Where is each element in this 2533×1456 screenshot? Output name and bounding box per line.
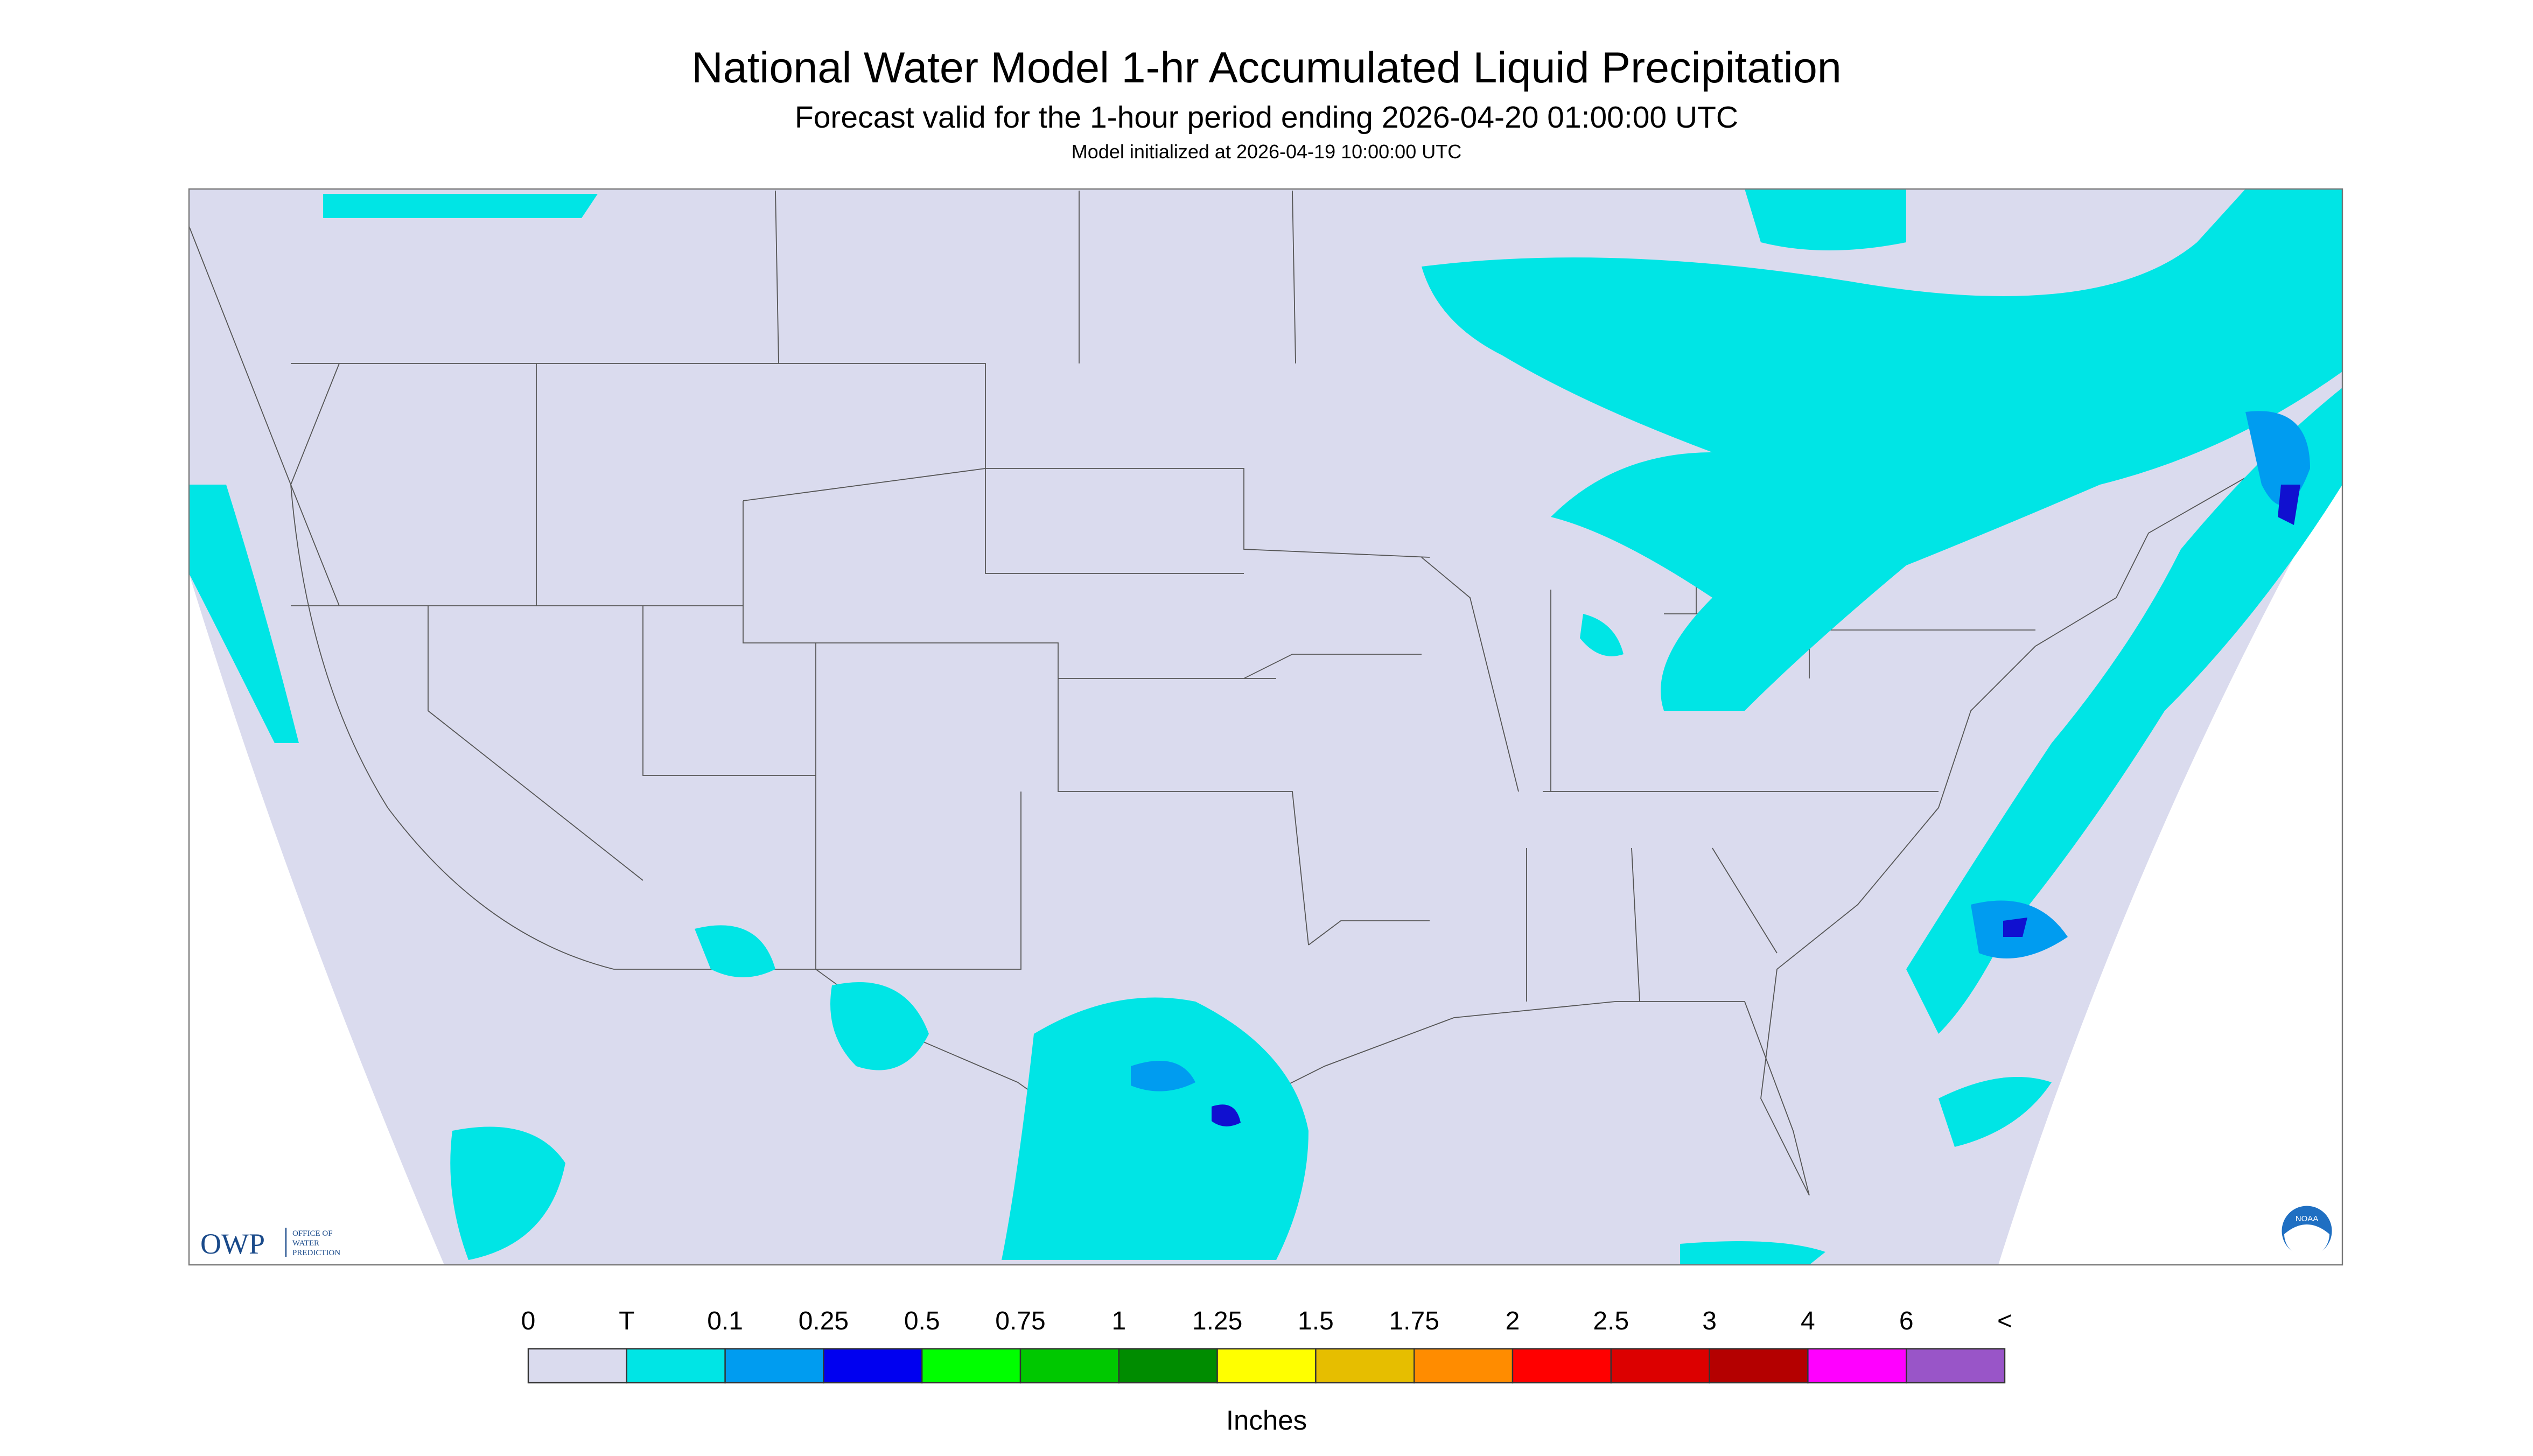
legend-swatch — [724, 1348, 824, 1384]
legend-swatch — [1807, 1348, 1907, 1384]
init-time: Model initialized at 2026-04-19 10:00:00… — [1072, 141, 1461, 163]
legend-label: 4 — [1801, 1307, 1815, 1335]
legend-swatch — [1019, 1348, 1120, 1384]
legend-swatch — [626, 1348, 726, 1384]
legend-swatch — [527, 1348, 628, 1384]
map: OWP OFFICE OF WATER PREDICTION NOAA — [188, 188, 2343, 1266]
legend: Inches 0 T 0.1 0.25 0.5 0.75 1 1.25 1.5 1.75 2 2.5 3… — [521, 1307, 2012, 1436]
precipitation — [189, 189, 2342, 1265]
legend-swatch — [1315, 1348, 1415, 1384]
legend-swatch — [1118, 1348, 1218, 1384]
map-frame — [188, 188, 2343, 1266]
legend-label: 1.75 — [1389, 1307, 1439, 1335]
legend-label: 2 — [1506, 1307, 1520, 1335]
legend-swatch — [1709, 1348, 1809, 1384]
legend-unit: Inches — [1226, 1405, 1307, 1436]
legend-swatch — [1512, 1348, 1612, 1384]
subtitle: Forecast valid for the 1-hour period end… — [795, 100, 1738, 135]
legend-swatch — [1905, 1348, 2006, 1384]
legend-label: 0.1 — [707, 1307, 743, 1335]
noaa-logo-wave — [2284, 1224, 2329, 1257]
legend-swatch — [921, 1348, 1021, 1384]
legend-swatch — [823, 1348, 923, 1384]
legend-label: T — [619, 1307, 634, 1335]
legend-label: 0 — [521, 1307, 536, 1335]
legend-label: 6 — [1899, 1307, 1914, 1335]
legend-label: 1 — [1111, 1307, 1126, 1335]
owp-text: PREDICTION — [292, 1249, 340, 1257]
owp-text: OFFICE OF — [292, 1229, 333, 1238]
owp-text: WATER — [292, 1239, 319, 1248]
noaa-label: NOAA — [2296, 1214, 2319, 1223]
title: National Water Model 1-hr Accumulated Li… — [691, 44, 1842, 92]
legend-label: 1.5 — [1298, 1307, 1334, 1335]
legend-label: 0.25 — [799, 1307, 849, 1335]
legend-label: < — [1997, 1307, 2012, 1335]
legend-swatch — [1216, 1348, 1317, 1384]
legend-label: 2.5 — [1593, 1307, 1629, 1335]
legend-label: 0.75 — [995, 1307, 1045, 1335]
legend-label: 1.25 — [1192, 1307, 1242, 1335]
legend-label: 0.5 — [904, 1307, 940, 1335]
legend-label: 3 — [1702, 1307, 1717, 1335]
legend-swatch — [1610, 1348, 1710, 1384]
legend-swatch — [1414, 1348, 1514, 1384]
owp-logo: OWP — [200, 1228, 265, 1260]
